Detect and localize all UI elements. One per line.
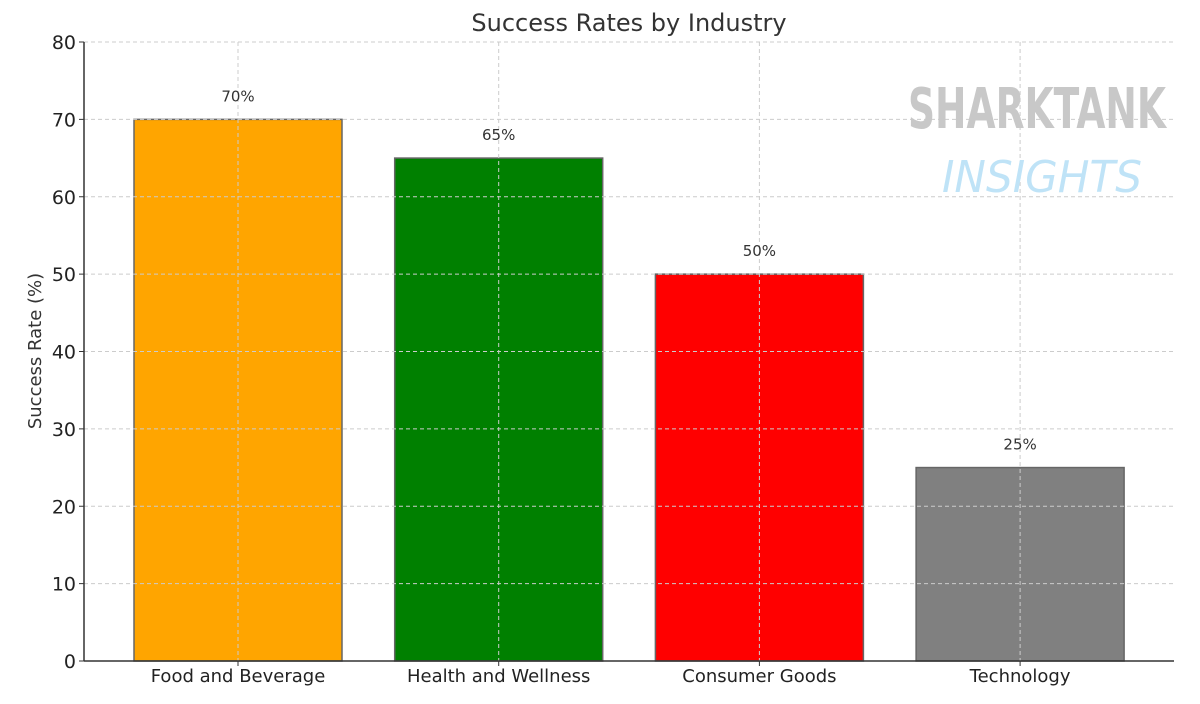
x-tick-label: Food and Beverage [151,666,326,687]
x-tick-label: Technology [969,666,1071,687]
chart-title: Success Rates by Industry [471,9,786,37]
watermark-logo: SHARKTANK INSIGHTS [908,77,1168,203]
y-tick-label: 10 [52,574,76,596]
data-label: 70% [221,87,254,105]
x-tick-label: Consumer Goods [682,666,836,687]
y-tick-label: 70 [52,109,76,131]
y-tick-label: 60 [52,187,76,209]
y-tick-label: 40 [52,342,76,364]
data-label: 50% [743,242,776,260]
y-tick-label: 30 [52,419,76,441]
watermark-line1: SHARKTANK [908,77,1168,142]
y-axis-label: Success Rate (%) [25,273,46,429]
y-tick-label: 80 [52,32,76,54]
y-tick-label: 50 [52,264,76,286]
watermark-line2: INSIGHTS [942,152,1142,203]
x-tick-label: Health and Wellness [407,666,590,687]
data-label: 25% [1003,436,1036,454]
bar [133,118,343,662]
data-label: 65% [482,126,515,144]
y-tick-label: 20 [52,496,76,518]
y-tick-label: 0 [64,651,76,673]
